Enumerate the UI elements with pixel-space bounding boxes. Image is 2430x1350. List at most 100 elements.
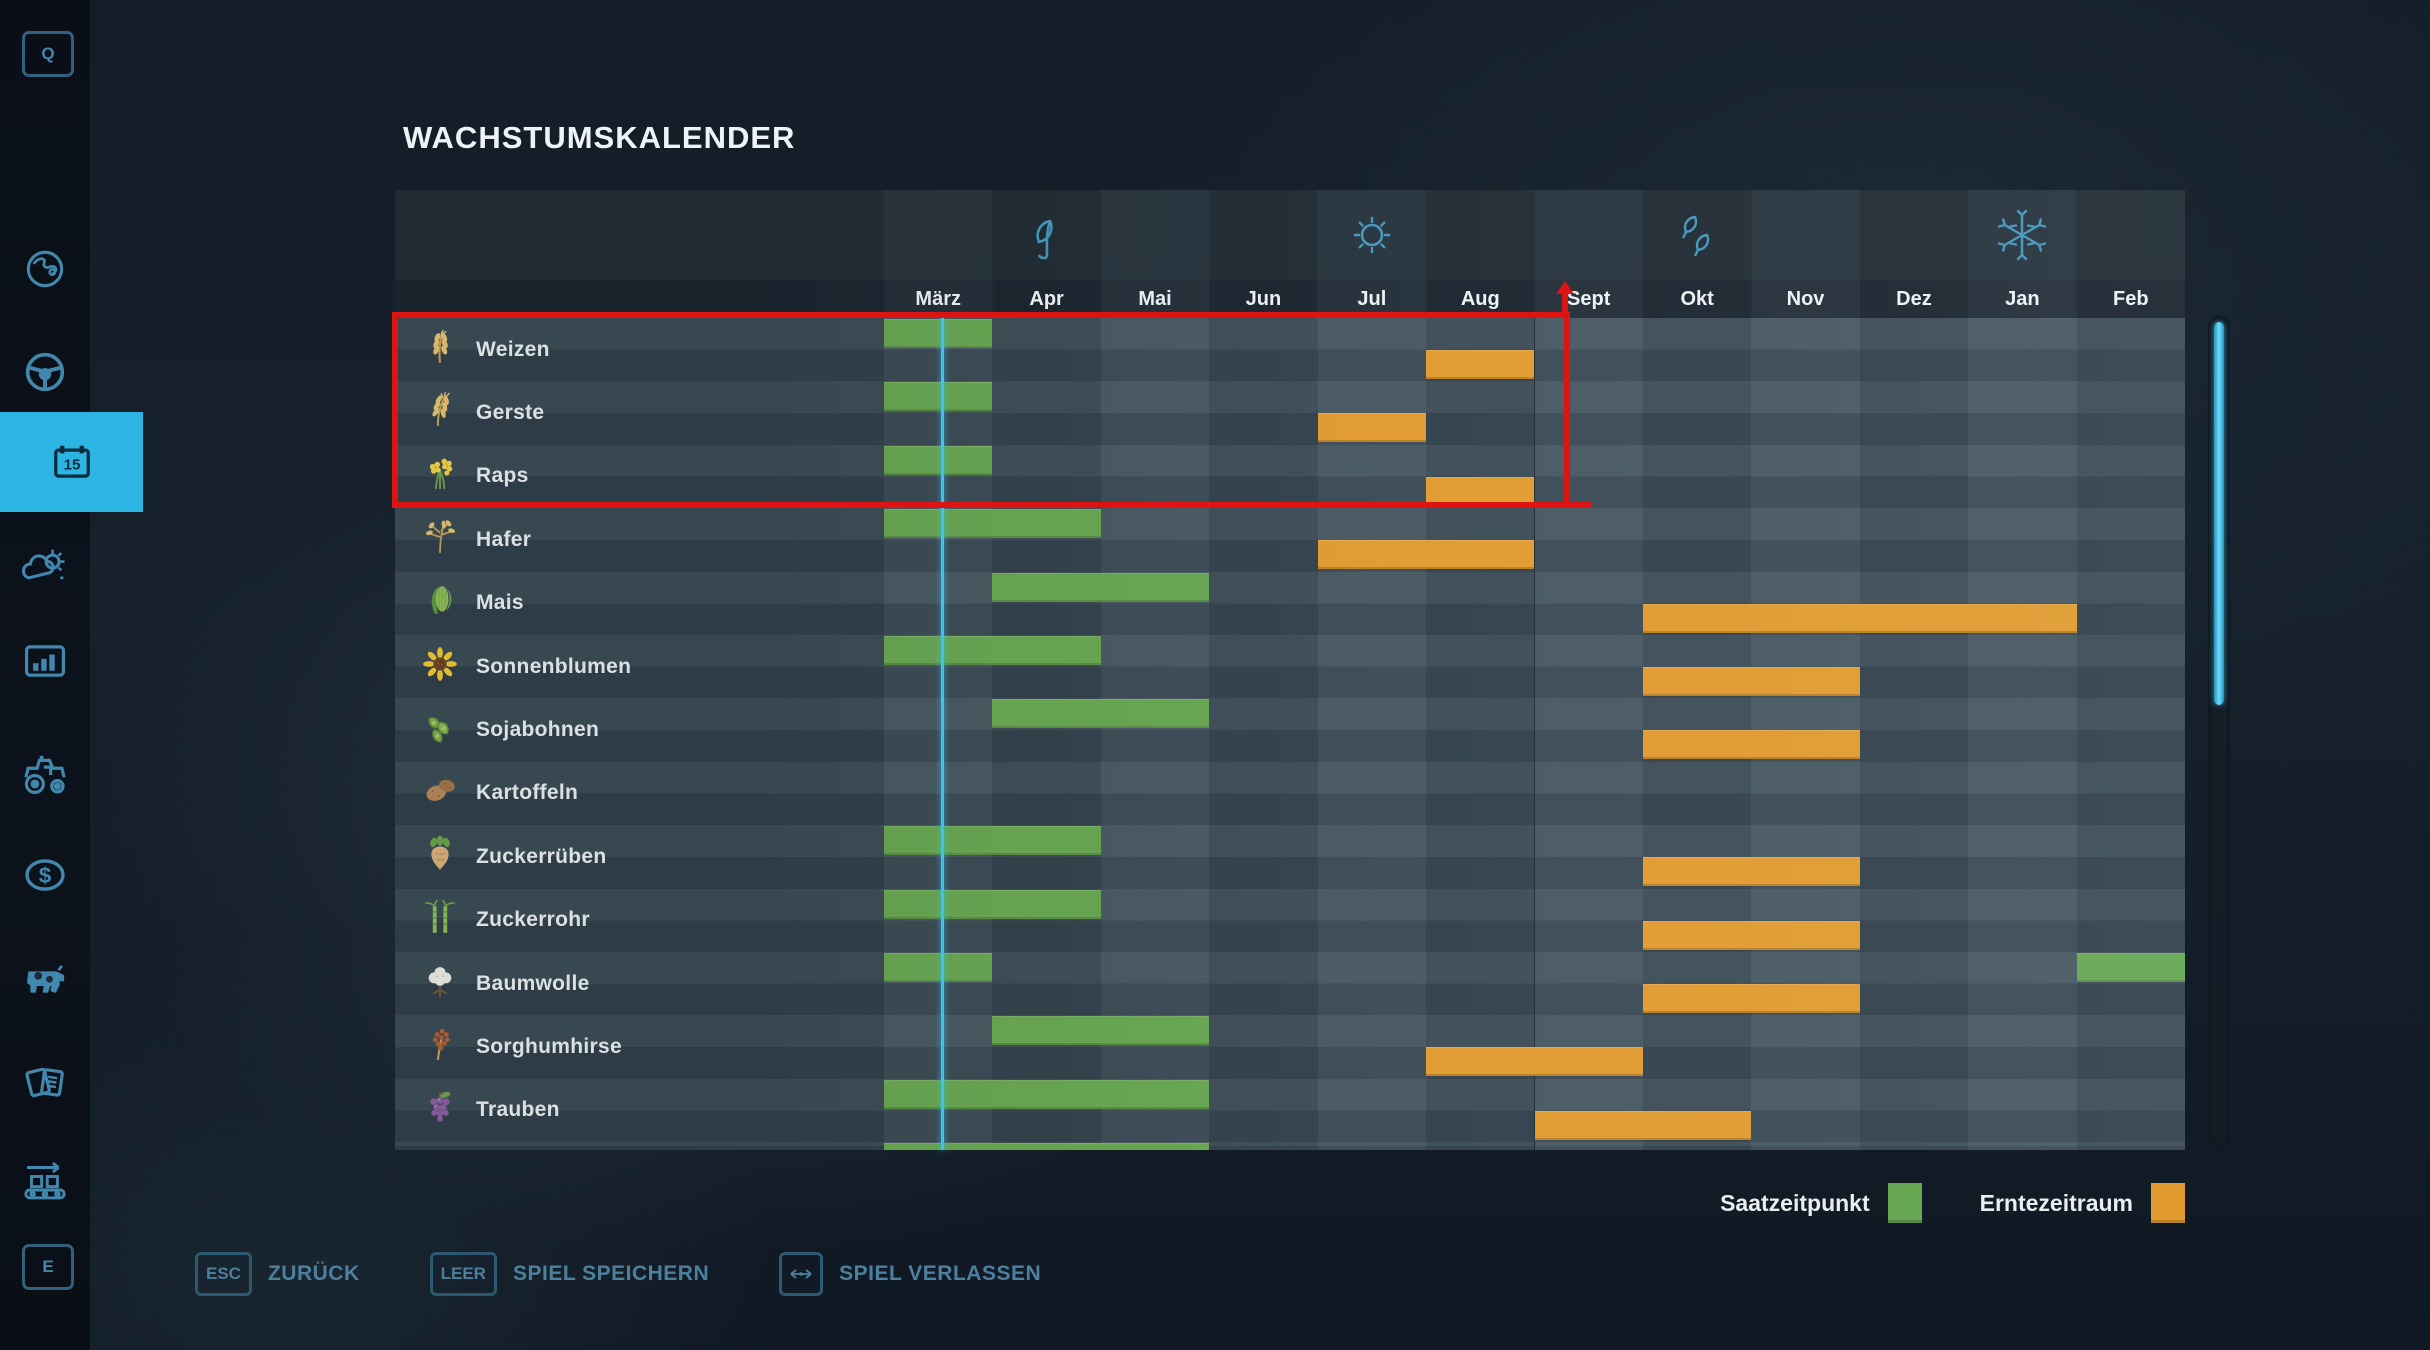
contracts-cards-icon: [18, 1056, 72, 1110]
crop-row-hafer: Hafer: [395, 508, 2185, 572]
legend-label-sow: Saatzeitpunkt: [1720, 1189, 1870, 1216]
grid-cell: [1100, 381, 1210, 445]
grid-cell: [1642, 444, 1752, 509]
production-conveyor-icon: [18, 1154, 72, 1208]
scrollbar-track[interactable]: [2208, 316, 2230, 1152]
action-label: ZURÜCK: [267, 1262, 360, 1285]
crop-row-zuckerrüben: Zuckerrüben: [395, 825, 2185, 889]
cotton-icon: [421, 962, 459, 1006]
crop-name: Raps: [476, 464, 529, 488]
crop-row-sojabohnen: Sojabohnen: [395, 698, 2185, 762]
grid-cell: [1317, 698, 1427, 762]
month-label-okt: Okt: [1680, 288, 1714, 310]
sidebar-item-production-conveyor[interactable]: [0, 1145, 90, 1217]
grid-cell: [1209, 1078, 1318, 1143]
annotation-rectangle: [392, 312, 1570, 508]
sugarcane-icon: [421, 898, 459, 942]
harvest-period-bar: [1426, 350, 1535, 379]
crop-label-cell: Zuckerrohr: [395, 888, 884, 952]
crop-row-zuckerrohr: Zuckerrohr: [395, 888, 2185, 952]
svg-text:$: $: [39, 863, 52, 888]
sorghum-icon: [421, 1025, 459, 1069]
oat-icon: [421, 518, 459, 562]
sidebar-item-tractor[interactable]: [0, 739, 90, 811]
key-hint-e: E: [22, 1244, 74, 1290]
action-zurück[interactable]: ESC ZURÜCK: [195, 1252, 360, 1296]
grid-cell: [1317, 825, 1427, 889]
grid-cell: [1751, 381, 1860, 445]
crop-label-cell: Mais: [395, 571, 884, 635]
sugarbeet-icon: [421, 835, 459, 879]
crop-label-cell: [395, 1142, 884, 1150]
sidebar-item-animals-cow[interactable]: [0, 941, 90, 1013]
grid-cell: [1534, 508, 1643, 572]
grid-cell: [1968, 381, 2077, 445]
grid-cell: [1534, 761, 1643, 826]
grid-cell: [1426, 761, 1535, 826]
grid-cell: [1534, 888, 1643, 952]
grid-cell: [1100, 825, 1210, 889]
sidebar-item-statistics[interactable]: [0, 625, 90, 697]
sidebar-item-vehicles-steering-wheel[interactable]: [0, 336, 90, 408]
sidebar-item-calendar[interactable]: 15: [0, 412, 143, 512]
key-hint-q: Q: [22, 31, 74, 77]
grid-cell: [1534, 635, 1643, 699]
grid-cell: [1859, 888, 1969, 952]
grid-cell: [1642, 1015, 1752, 1079]
sidebar-item-map-globe[interactable]: [0, 233, 90, 305]
sidebar-item-finances-dollar[interactable]: $: [0, 839, 90, 911]
crop-row-partial: [395, 1142, 2185, 1150]
month-label-apr: Apr: [1029, 288, 1064, 310]
annotation-arrow-stem: [1562, 292, 1568, 318]
grid-cell: [1859, 444, 1969, 509]
grid-cell: [2076, 318, 2185, 382]
grid-cell: [992, 761, 1101, 826]
crop-row-sonnenblumen: Sonnenblumen: [395, 635, 2185, 699]
sidebar-item-contracts-cards[interactable]: [0, 1047, 90, 1119]
month-label-aug: Aug: [1460, 288, 1500, 310]
grid-cell: [1209, 888, 1318, 952]
action-spiel-verlassen[interactable]: SPIEL VERLASSEN: [779, 1252, 1041, 1296]
footer-actions: ESC ZURÜCK LEER SPIEL SPEICHERN SPIEL VERLAS…: [195, 1252, 1041, 1296]
crop-label-cell: Hafer: [395, 508, 884, 572]
grid-cell: [1534, 381, 1643, 445]
grid-cell: [1209, 381, 1318, 445]
grid-cell: [992, 444, 1101, 509]
legend-label-harvest: Erntezeitraum: [1979, 1189, 2133, 1216]
sow-period-bar: [884, 445, 993, 475]
grid-cell: [884, 571, 993, 635]
sow-period-bar: [2076, 953, 2185, 982]
map-globe-icon: [20, 244, 70, 294]
calendar-icon: 15: [46, 436, 98, 488]
grid-cell: [884, 698, 993, 762]
scrollbar-thumb[interactable]: [2214, 322, 2224, 706]
action-spiel-speichern[interactable]: LEER SPIEL SPEICHERN: [429, 1252, 710, 1296]
crop-label-cell: Weizen: [395, 318, 884, 382]
grid-cell: [1426, 635, 1535, 699]
sidebar-item-weather[interactable]: [0, 531, 90, 603]
grid-cell: [992, 952, 1101, 1016]
grid-cell: [1100, 952, 1210, 1016]
grid-cell: [1968, 698, 2077, 762]
grapes-icon: [421, 1088, 459, 1132]
grid-cell: [2076, 444, 2185, 509]
grid-cell: [1859, 318, 1969, 382]
grid-cell: [992, 381, 1101, 445]
grid-cell: [1100, 318, 1210, 382]
grid-cell: [1426, 698, 1535, 762]
crop-name: Sorghumhirse: [476, 1035, 622, 1059]
grid-cell: [1534, 1142, 1643, 1150]
grid-cell: [1751, 508, 1860, 572]
grid-cell: [1317, 1078, 1427, 1143]
grid-cell: [1751, 318, 1860, 382]
grid-cell: [1317, 1015, 1427, 1079]
month-label-dez: Dez: [1896, 288, 1932, 310]
crop-name: Zuckerrohr: [476, 908, 590, 932]
crop-label-cell: Sorghumhirse: [395, 1015, 884, 1079]
sow-period-bar: [884, 826, 1101, 856]
crop-row-gerste: Gerste: [395, 381, 2185, 445]
grid-cell: [992, 318, 1101, 382]
grid-cell: [1209, 444, 1318, 509]
grid-cell: [1859, 1015, 1969, 1079]
grid-cell: [2076, 508, 2185, 572]
